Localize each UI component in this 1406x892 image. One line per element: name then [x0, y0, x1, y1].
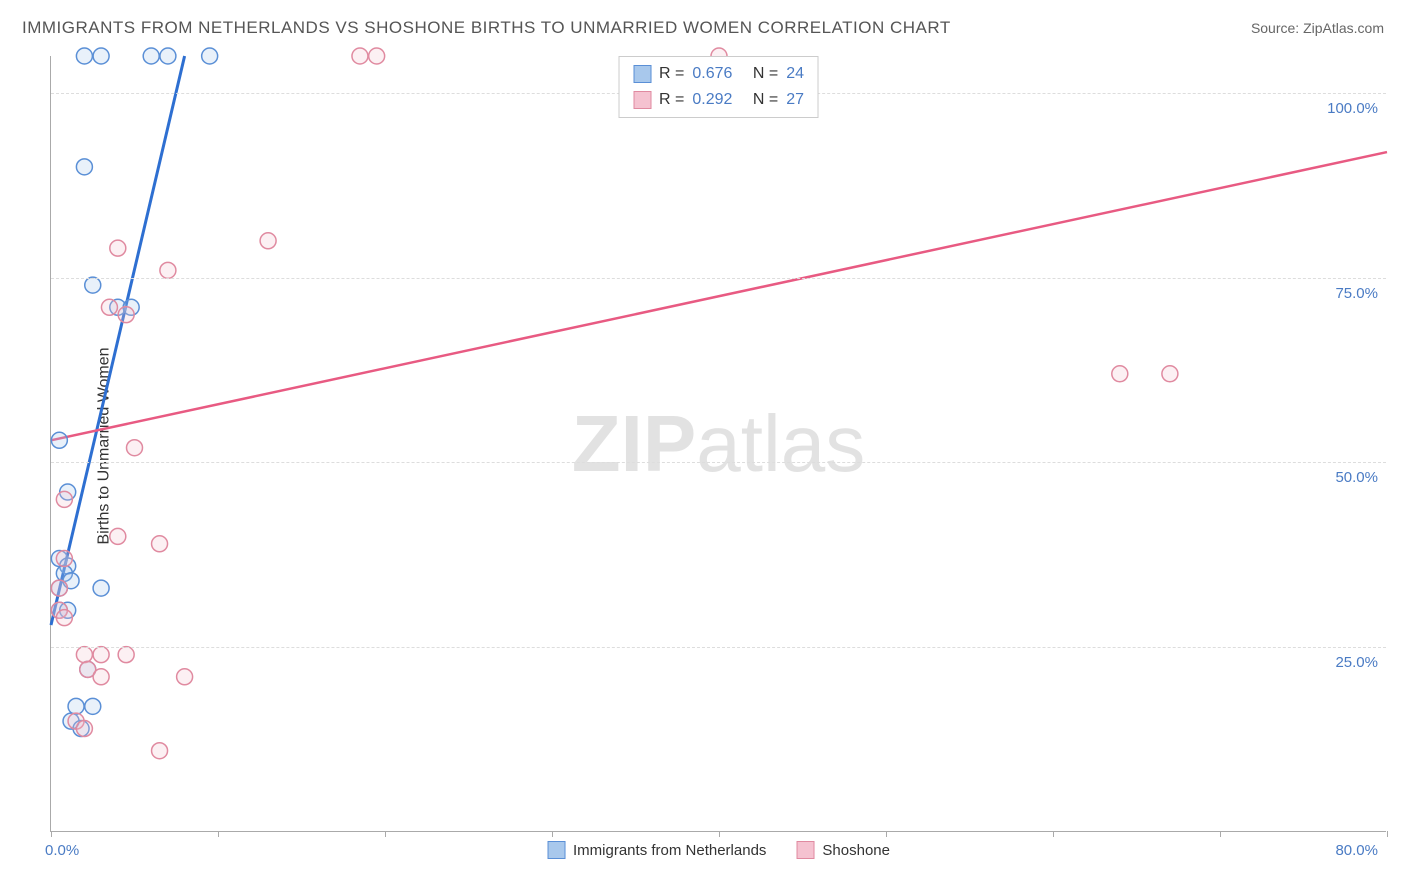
r-label: R = — [659, 87, 684, 113]
legend-item-blue: Immigrants from Netherlands — [547, 841, 766, 859]
legend-row-pink: R = 0.292 N = 27 — [633, 87, 804, 113]
data-point — [101, 299, 117, 315]
x-min-label: 0.0% — [45, 842, 79, 859]
x-tick — [218, 831, 219, 837]
legend-swatch-blue — [547, 841, 565, 859]
data-point — [76, 721, 92, 737]
r-value-blue: 0.676 — [692, 61, 732, 87]
data-point — [152, 743, 168, 759]
source-label: Source: — [1251, 20, 1299, 36]
trend-lines — [51, 56, 1387, 625]
y-tick-label: 75.0% — [1335, 285, 1378, 302]
chart-container: IMMIGRANTS FROM NETHERLANDS VS SHOSHONE … — [0, 0, 1406, 892]
legend-swatch-blue — [633, 65, 651, 83]
data-point — [118, 647, 134, 663]
data-point — [160, 262, 176, 278]
y-tick-label: 25.0% — [1335, 654, 1378, 671]
data-point — [51, 580, 67, 596]
data-point — [352, 48, 368, 64]
x-tick — [552, 831, 553, 837]
trend-line — [51, 152, 1387, 440]
data-point — [369, 48, 385, 64]
r-value-pink: 0.292 — [692, 87, 732, 113]
data-point — [68, 698, 84, 714]
y-tick-label: 50.0% — [1335, 469, 1378, 486]
data-point — [93, 647, 109, 663]
data-point — [56, 551, 72, 567]
y-tick-label: 100.0% — [1327, 100, 1378, 117]
data-point — [1162, 366, 1178, 382]
data-point — [110, 528, 126, 544]
r-label: R = — [659, 61, 684, 87]
x-tick — [719, 831, 720, 837]
data-point — [51, 432, 67, 448]
plot-area: ZIPatlas R = 0.676 N = 24 R = 0.292 N = … — [50, 56, 1386, 832]
data-point — [93, 48, 109, 64]
legend-label-pink: Shoshone — [822, 842, 890, 859]
scatter-plot-svg — [51, 56, 1386, 831]
n-label: N = — [753, 61, 778, 87]
data-point — [127, 440, 143, 456]
n-value-pink: 27 — [786, 87, 804, 113]
x-tick — [1220, 831, 1221, 837]
legend-item-pink: Shoshone — [796, 841, 890, 859]
correlation-legend: R = 0.676 N = 24 R = 0.292 N = 27 — [618, 56, 819, 118]
x-tick — [886, 831, 887, 837]
data-point — [1112, 366, 1128, 382]
data-point — [85, 698, 101, 714]
data-point — [118, 307, 134, 323]
data-point — [152, 536, 168, 552]
x-tick — [1053, 831, 1054, 837]
data-point — [76, 48, 92, 64]
gridline-h: 75.0% — [51, 278, 1386, 279]
x-tick — [1387, 831, 1388, 837]
legend-row-blue: R = 0.676 N = 24 — [633, 61, 804, 87]
data-point — [260, 233, 276, 249]
legend-label-blue: Immigrants from Netherlands — [573, 842, 766, 859]
data-point — [160, 48, 176, 64]
chart-title: IMMIGRANTS FROM NETHERLANDS VS SHOSHONE … — [22, 18, 951, 38]
legend-swatch-pink — [633, 91, 651, 109]
x-tick — [51, 831, 52, 837]
data-point — [76, 647, 92, 663]
gridline-h: 50.0% — [51, 462, 1386, 463]
data-point — [85, 277, 101, 293]
data-point — [93, 580, 109, 596]
source-attribution: Source: ZipAtlas.com — [1251, 20, 1384, 36]
data-point — [56, 610, 72, 626]
source-value: ZipAtlas.com — [1303, 20, 1384, 36]
data-point — [93, 669, 109, 685]
data-point — [143, 48, 159, 64]
n-value-blue: 24 — [786, 61, 804, 87]
data-point — [110, 240, 126, 256]
x-tick — [385, 831, 386, 837]
data-point — [202, 48, 218, 64]
data-point — [56, 491, 72, 507]
x-max-label: 80.0% — [1335, 842, 1378, 859]
data-point — [76, 159, 92, 175]
gridline-h: 25.0% — [51, 647, 1386, 648]
data-point — [177, 669, 193, 685]
legend-swatch-pink — [796, 841, 814, 859]
n-label: N = — [753, 87, 778, 113]
series-legend: Immigrants from Netherlands Shoshone — [547, 841, 890, 859]
